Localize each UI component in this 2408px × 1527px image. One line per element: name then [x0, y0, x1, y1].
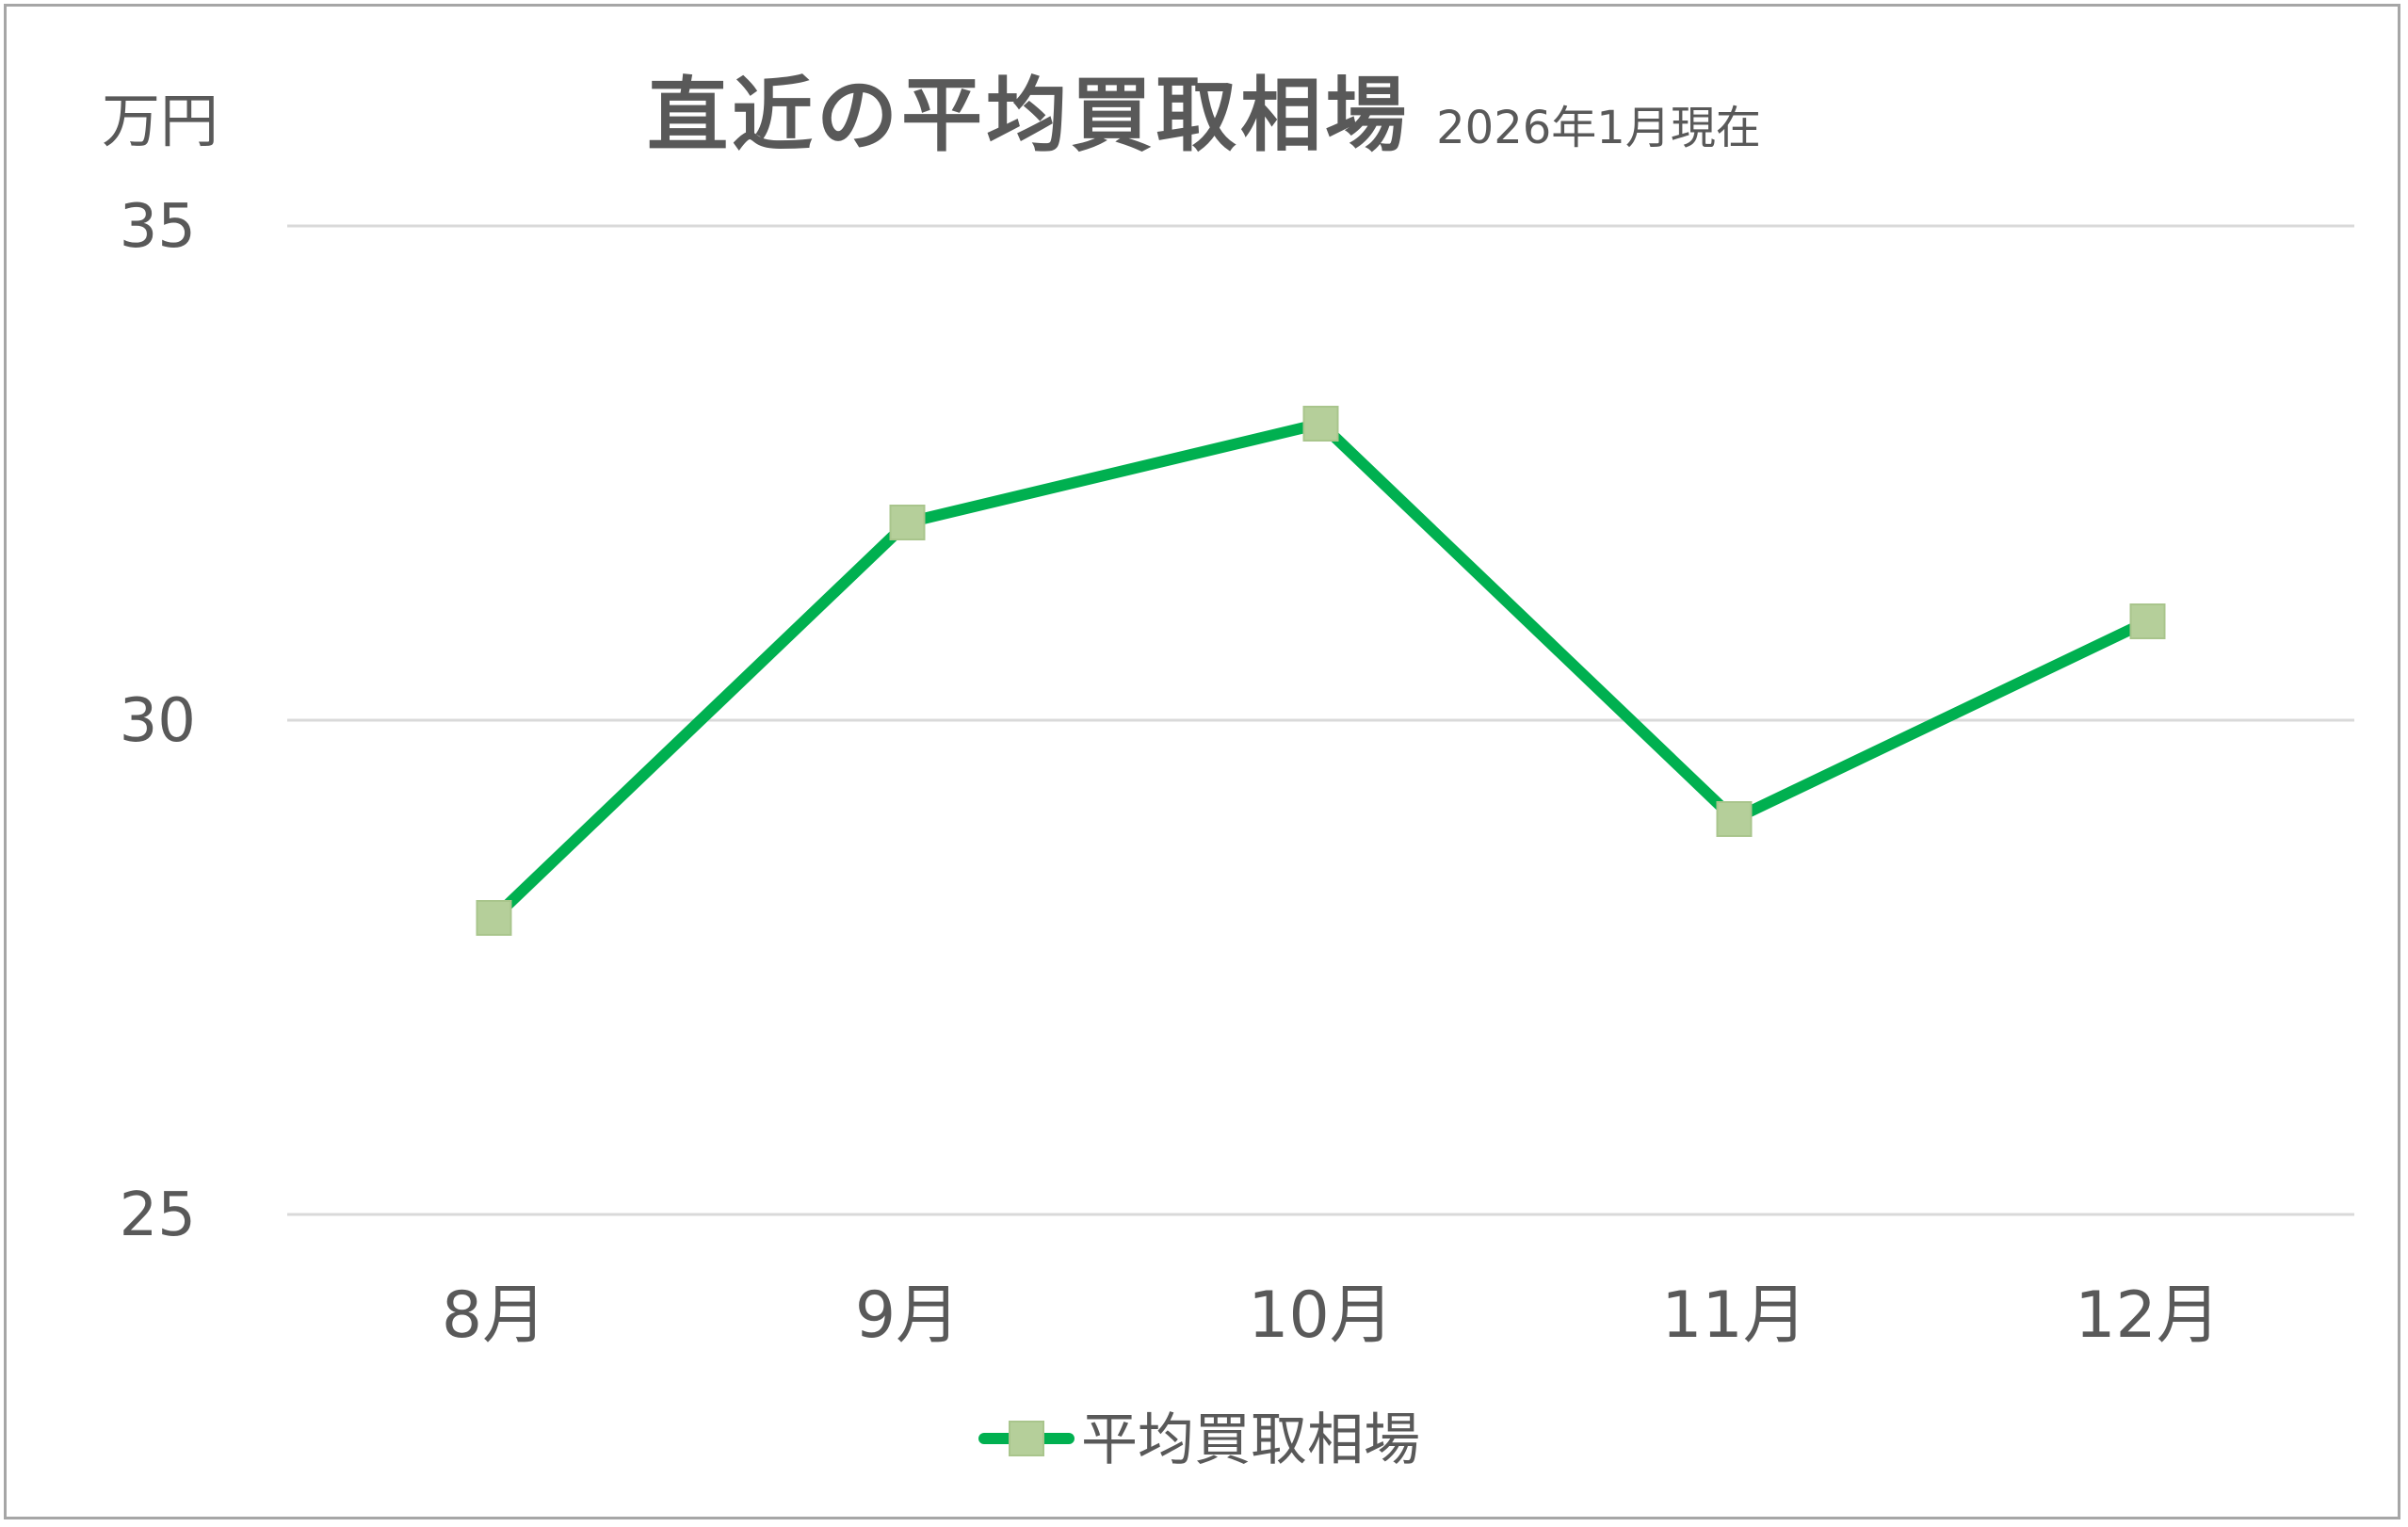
- gridlines: [287, 224, 2354, 1216]
- y-tick-label: 30: [120, 686, 196, 756]
- y-axis-ticks: 25 30 35: [120, 192, 196, 1250]
- data-point-marker: [889, 505, 926, 540]
- y-axis-unit-label: 万円: [102, 87, 219, 155]
- data-point-marker: [2129, 603, 2166, 639]
- legend-label: 平均買取相場: [1081, 1407, 1420, 1473]
- chart-title-main: 直近の平均買取相場: [647, 69, 1411, 163]
- series-layer: [476, 406, 2166, 936]
- y-tick-label: 35: [120, 192, 196, 262]
- x-tick-label: 8月: [442, 1278, 546, 1353]
- x-tick-label: 9月: [855, 1278, 960, 1353]
- x-tick-label: 10月: [1248, 1278, 1394, 1353]
- data-point-marker: [1716, 801, 1753, 837]
- series-line: [488, 418, 2154, 924]
- data-point-marker: [476, 900, 512, 936]
- chart-title: 直近の平均買取相場 2026年1月現在: [0, 49, 2408, 167]
- chart-frame: [4, 4, 2400, 1519]
- chart-subtitle: 2026年1月現在: [1436, 102, 1761, 154]
- x-tick-label: 12月: [2075, 1278, 2221, 1353]
- x-tick-label: 11月: [1661, 1278, 1807, 1353]
- x-axis-ticks: 8月 9月 10月 11月 12月: [442, 1278, 2221, 1353]
- legend-marker-swatch: [1009, 1421, 1044, 1456]
- data-point-marker: [1302, 406, 1339, 442]
- legend: 平均買取相場: [978, 1407, 1420, 1473]
- y-tick-label: 25: [120, 1181, 196, 1250]
